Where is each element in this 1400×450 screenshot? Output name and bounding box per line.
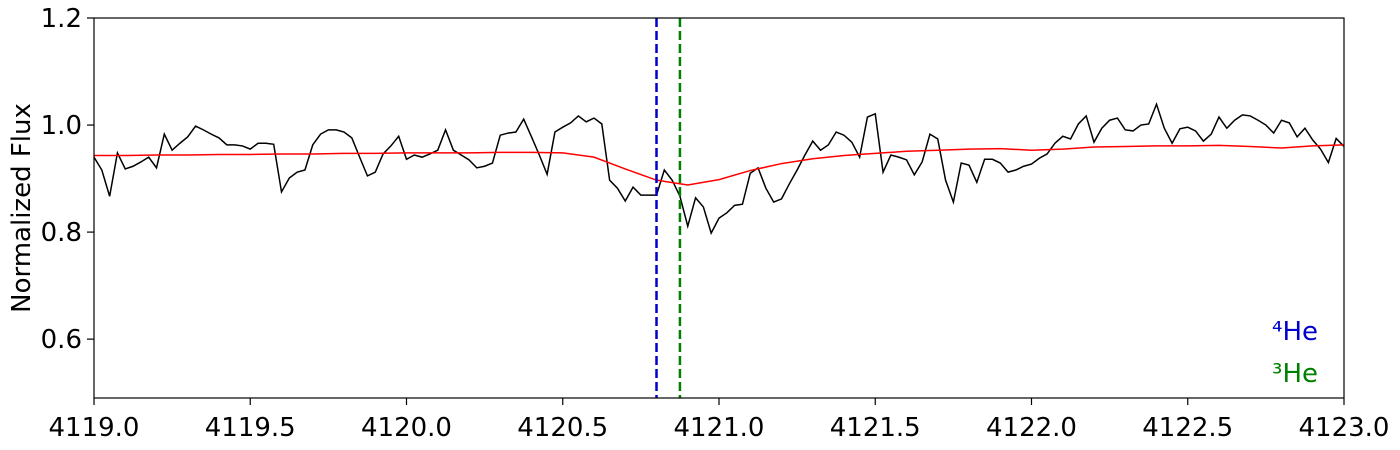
legend-label: ³He [1272,359,1318,389]
series-line [94,144,1344,186]
x-tick-label: 4121.0 [674,413,765,443]
y-tick-label: 1.2 [41,4,82,34]
y-tick-label: 0.6 [41,325,82,355]
x-tick-label: 4122.5 [1142,413,1233,443]
y-tick-label: 0.8 [41,218,82,248]
x-tick-label: 4119.5 [205,413,296,443]
y-axis-label: Normalized Flux [7,103,37,313]
y-tick-label: 1.0 [41,111,82,141]
x-tick-label: 4123.0 [1299,413,1390,443]
plot-frame [93,17,1345,399]
x-tick-label: 4122.0 [986,413,1077,443]
x-tick-label: 4120.5 [517,413,608,443]
series-line [94,101,1344,236]
x-tick-label: 4121.5 [830,413,921,443]
x-tick-label: 4120.0 [361,413,452,443]
x-tick-label: 4119.0 [49,413,140,443]
legend-label: ⁴He [1272,317,1318,347]
